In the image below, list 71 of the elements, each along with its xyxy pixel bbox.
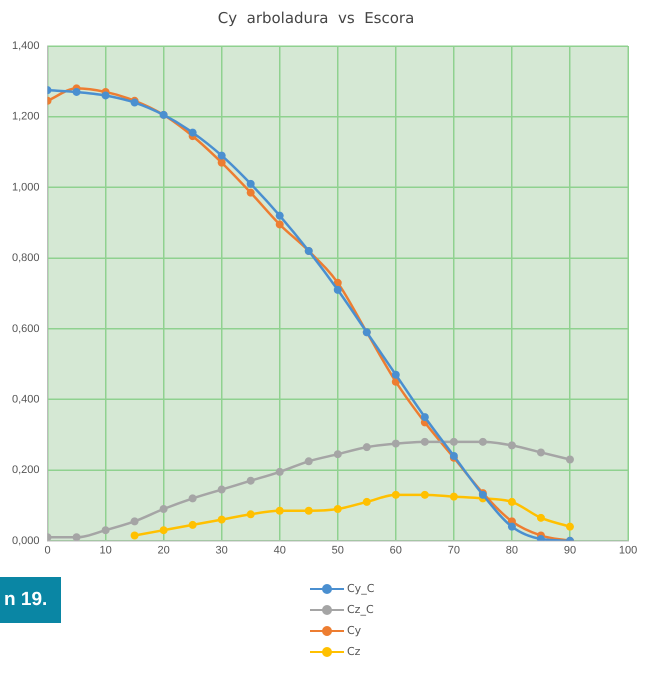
point xyxy=(160,504,168,513)
point xyxy=(246,188,255,197)
point xyxy=(334,286,342,294)
legend-label: Cy xyxy=(347,624,362,637)
point xyxy=(130,532,139,540)
point xyxy=(566,522,574,531)
x-tick-label: 40 xyxy=(274,544,286,556)
x-tick-label: 100 xyxy=(618,544,638,556)
point xyxy=(536,448,545,456)
point xyxy=(130,517,139,526)
y-tick-label: 1,000 xyxy=(12,181,40,194)
y-tick-label: 0,800 xyxy=(12,252,40,264)
x-tick-label: 20 xyxy=(157,544,170,556)
point xyxy=(450,438,458,446)
x-tick-label: 10 xyxy=(99,544,112,556)
point xyxy=(102,91,110,100)
point xyxy=(246,510,255,518)
x-tick-label: 90 xyxy=(564,544,576,556)
point xyxy=(304,457,313,466)
point xyxy=(246,180,255,188)
point xyxy=(362,498,371,506)
point xyxy=(246,476,255,485)
point xyxy=(188,128,197,137)
y-tick-label: 0,400 xyxy=(12,393,40,406)
chart-title: Cy arboladura vs Escora xyxy=(218,8,414,27)
point xyxy=(276,220,284,228)
point xyxy=(218,152,226,160)
point xyxy=(160,526,168,534)
point xyxy=(188,494,197,502)
x-tick-label: 60 xyxy=(390,544,402,556)
point xyxy=(334,504,342,513)
point xyxy=(276,506,284,515)
legend-label: Cz xyxy=(347,645,360,658)
point xyxy=(536,514,545,522)
point xyxy=(508,441,516,450)
point xyxy=(478,438,487,446)
point xyxy=(188,520,197,529)
point xyxy=(218,486,226,494)
point xyxy=(304,506,313,515)
point xyxy=(218,158,226,167)
point xyxy=(218,516,226,524)
point xyxy=(420,490,429,499)
y-tick-label: 1,400 xyxy=(12,40,40,52)
y-tick-label: 0,200 xyxy=(12,464,40,476)
point xyxy=(508,522,516,531)
point xyxy=(420,438,429,446)
point xyxy=(508,498,516,506)
y-tick-label: 0,600 xyxy=(12,322,40,335)
point xyxy=(102,526,110,534)
point xyxy=(72,88,81,96)
point xyxy=(392,370,400,379)
point xyxy=(420,413,429,422)
y-tick-label: 1,200 xyxy=(12,110,40,123)
point xyxy=(276,212,284,220)
x-tick-label: 0 xyxy=(44,544,51,556)
point xyxy=(450,492,458,501)
x-tick-label: 80 xyxy=(506,544,518,556)
x-tick-label: 50 xyxy=(332,544,344,556)
point xyxy=(566,456,574,464)
legend-label: Cz_C xyxy=(347,603,374,616)
point xyxy=(72,533,81,541)
point xyxy=(362,443,371,452)
point xyxy=(334,450,342,458)
legend-label: Cy_C xyxy=(347,582,374,595)
x-tick-label: 30 xyxy=(216,544,228,556)
y-tick-label: 0,000 xyxy=(12,534,40,547)
point xyxy=(392,440,400,448)
point xyxy=(392,490,400,499)
point xyxy=(276,468,284,476)
text: n 19. xyxy=(0,577,62,623)
x-tick-label: 70 xyxy=(448,544,460,556)
